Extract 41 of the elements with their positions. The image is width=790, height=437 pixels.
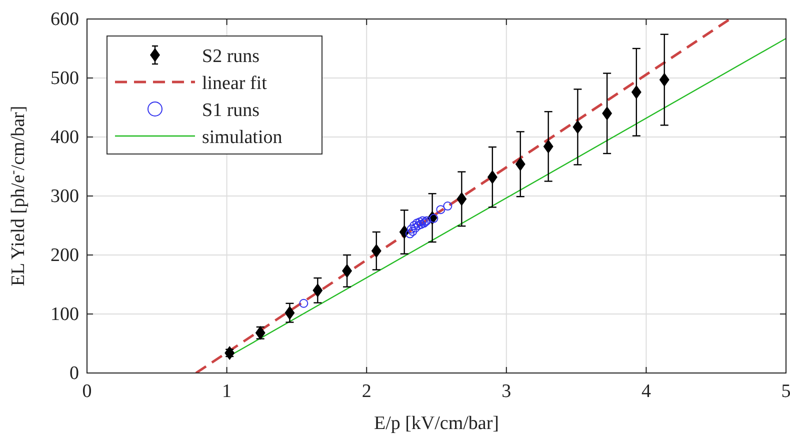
point xyxy=(299,298,308,308)
point xyxy=(406,224,416,234)
point xyxy=(284,306,295,320)
x-tick-label: 3 xyxy=(502,381,512,402)
y-tick-label: 300 xyxy=(50,186,79,207)
y-tick-label: 200 xyxy=(50,245,79,266)
x-tick-label: 0 xyxy=(82,381,92,402)
point xyxy=(224,346,235,360)
point xyxy=(436,205,446,214)
point xyxy=(411,223,420,232)
x-axis-title: E/p [kV/cm/bar] xyxy=(374,413,500,434)
point xyxy=(418,216,428,226)
y-tick-label: 600 xyxy=(50,9,79,30)
point xyxy=(631,85,642,100)
point xyxy=(410,221,419,230)
x-tick-label: 5 xyxy=(781,381,790,402)
point xyxy=(543,139,554,154)
y-tick-label: 100 xyxy=(50,304,79,325)
x-tick-label: 2 xyxy=(362,381,372,402)
point xyxy=(405,229,414,238)
point xyxy=(572,120,583,134)
point xyxy=(342,264,352,278)
y-tick-label: 400 xyxy=(50,127,79,148)
y-tick-label: 500 xyxy=(50,68,79,89)
x-tick-label: 1 xyxy=(222,381,232,402)
point xyxy=(659,72,670,87)
legend-label: S1 runs xyxy=(202,100,260,121)
point xyxy=(456,192,467,206)
point xyxy=(443,202,452,211)
point xyxy=(408,226,418,236)
point xyxy=(602,106,612,120)
legend-label: simulation xyxy=(202,127,283,148)
point xyxy=(412,218,422,228)
point xyxy=(515,157,526,172)
y-tick-label: 0 xyxy=(70,363,79,384)
legend-label: linear fit xyxy=(202,73,268,94)
point xyxy=(487,170,498,184)
x-tick-label: 4 xyxy=(641,381,652,402)
point xyxy=(371,244,382,258)
legend-label: S2 runs xyxy=(202,46,260,67)
point xyxy=(312,283,323,298)
